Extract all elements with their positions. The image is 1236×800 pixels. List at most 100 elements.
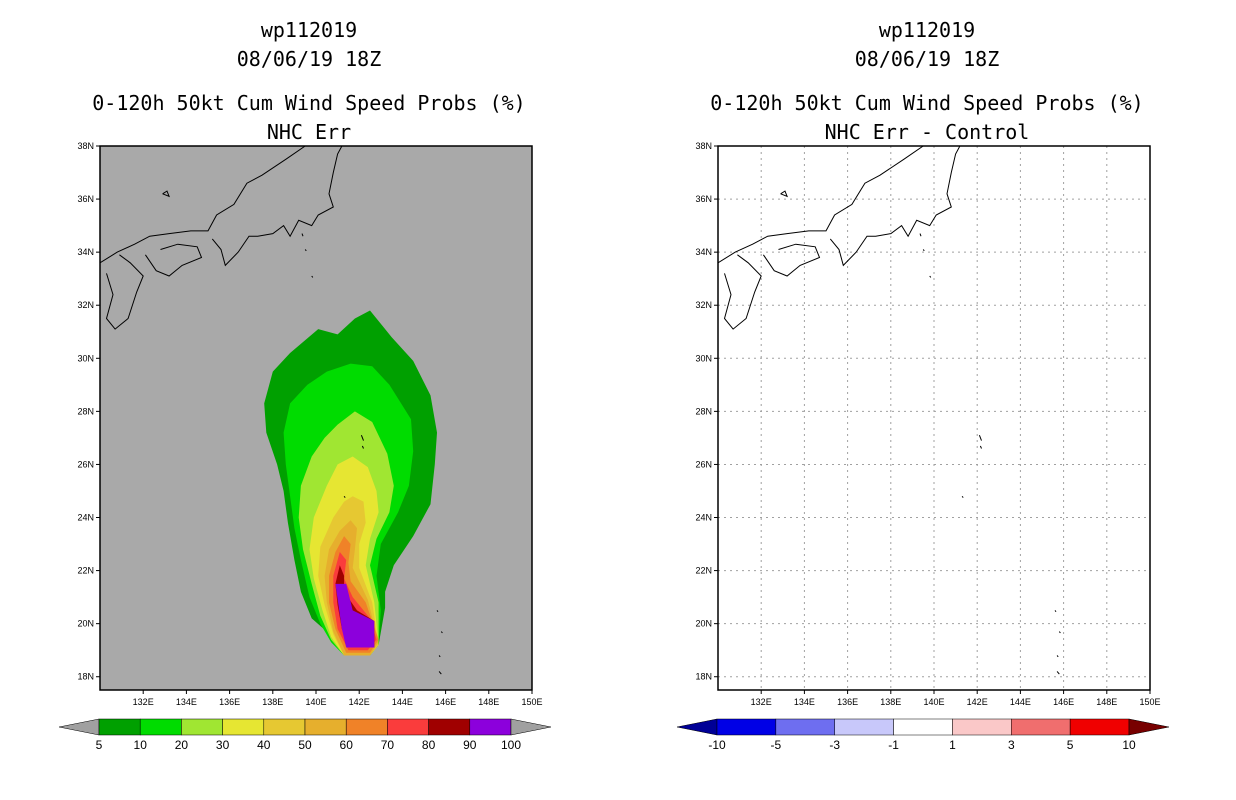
coastline [723, 254, 762, 330]
colorbar-extend-low [676, 718, 718, 736]
colorbar-label: 1 [949, 738, 956, 752]
colorbar-label: 80 [422, 738, 436, 752]
x-tick-label: 132E [133, 697, 154, 707]
coastline [780, 190, 788, 198]
coastline [436, 610, 439, 613]
coastline [922, 249, 925, 252]
y-tick-label: 20N [695, 619, 712, 629]
x-tick-label: 142E [967, 697, 988, 707]
colorbar-swatch [469, 718, 512, 736]
right-product-title: 0-120h 50kt Cum Wind Speed Probs (%) [710, 91, 1144, 115]
coastline [361, 445, 364, 449]
colorbar-label: 70 [381, 738, 395, 752]
colorbar-swatch [98, 718, 141, 736]
coastline [162, 190, 170, 198]
colorbar-label: -1 [888, 738, 899, 752]
colorbar-label: 90 [463, 738, 477, 752]
y-tick-label: 26N [77, 459, 94, 469]
x-tick-label: 136E [837, 697, 858, 707]
colorbar-swatch [716, 718, 777, 736]
coastline [1054, 610, 1057, 613]
colorbar-label: 10 [134, 738, 148, 752]
colorbar-label: 40 [257, 738, 271, 752]
coastline [829, 146, 961, 267]
colorbar-extend-high [1128, 718, 1170, 736]
coastline [360, 435, 364, 441]
left-colorbar: 5 10 20 30 40 50 60 70 80 90 100 [58, 718, 552, 752]
colorbar-swatch [893, 718, 953, 736]
coastline [301, 233, 304, 237]
colorbar-swatch [834, 718, 894, 736]
coastline [919, 233, 922, 237]
x-tick-label: 138E [262, 697, 283, 707]
y-tick-label: 28N [695, 406, 712, 416]
y-tick-label: 26N [695, 459, 712, 469]
contour-level-90 [335, 583, 375, 648]
colorbar-swatch [428, 718, 471, 736]
x-tick-label: 136E [219, 697, 240, 707]
x-tick-label: 150E [521, 697, 542, 707]
x-tick-label: 144E [1010, 697, 1031, 707]
coastline [979, 445, 982, 449]
y-tick-label: 38N [77, 141, 94, 151]
colorbar-swatch [1069, 718, 1130, 736]
coastline [440, 631, 443, 634]
x-tick-label: 148E [478, 697, 499, 707]
y-tick-label: 20N [77, 619, 94, 629]
colorbar-label: 5 [1067, 738, 1074, 752]
y-tick-label: 34N [77, 247, 94, 257]
colorbar-label: 20 [175, 738, 189, 752]
colorbar-swatch [139, 718, 182, 736]
colorbar-swatch [181, 718, 223, 736]
coastline [1056, 655, 1059, 658]
left-storm-id: wp112019 [260, 18, 358, 42]
y-tick-label: 22N [77, 566, 94, 576]
left-subtitle: NHC Err [266, 120, 352, 144]
colorbar-label: 50 [298, 738, 312, 752]
colorbar-label: 30 [216, 738, 230, 752]
coastline [311, 275, 314, 278]
right-colorbar: -10 -5 -3 -1 1 3 5 10 [676, 718, 1170, 752]
colorbar-swatch [345, 718, 388, 736]
coastline [105, 254, 144, 330]
colorbar-label: 60 [340, 738, 354, 752]
coastline [144, 243, 203, 277]
colorbar-label: 10 [1122, 738, 1136, 752]
colorbar-extend-high [510, 718, 552, 736]
x-tick-label: 142E [349, 697, 370, 707]
y-tick-label: 30N [77, 353, 94, 363]
right-subtitle: NHC Err - Control [824, 120, 1030, 144]
x-tick-label: 148E [1096, 697, 1117, 707]
left-product-title: 0-120h 50kt Cum Wind Speed Probs (%) [92, 91, 526, 115]
y-tick-label: 36N [77, 194, 94, 204]
coastline [100, 146, 306, 264]
y-tick-label: 28N [77, 406, 94, 416]
right-datetime: 08/06/19 18Z [854, 47, 1000, 71]
y-tick-label: 38N [695, 141, 712, 151]
x-tick-label: 146E [1053, 697, 1074, 707]
colorbar-label: -3 [829, 738, 840, 752]
y-tick-label: 34N [695, 247, 712, 257]
x-tick-label: 146E [435, 697, 456, 707]
map-contents [718, 146, 1150, 690]
colorbar-swatch [387, 718, 429, 736]
coastline [211, 146, 343, 267]
left-datetime: 08/06/19 18Z [236, 47, 382, 71]
right-panel: wp112019 08/06/19 18Z 0-120h 50kt Cum Wi… [618, 0, 1236, 800]
y-tick-label: 36N [695, 194, 712, 204]
left-probability-map: 132E 134E 136E 138E 140E 142E 144E 146E 148E 150E… [77, 141, 542, 707]
coastline [929, 275, 932, 278]
right-difference-map: 132E 134E 136E 138E 140E 142E 144E 146E 148E 150E… [695, 141, 1160, 707]
colorbar-label: 3 [1008, 738, 1015, 752]
coastline [304, 249, 307, 252]
x-tick-label: 132E [751, 697, 772, 707]
coastline [978, 435, 982, 441]
colorbar-label: -5 [771, 738, 782, 752]
y-tick-label: 30N [695, 353, 712, 363]
left-panel: wp112019 08/06/19 18Z 0-120h 50kt Cum Wi… [58, 18, 552, 752]
colorbar-swatch [1011, 718, 1071, 736]
y-tick-label: 32N [77, 300, 94, 310]
x-tick-label: 138E [880, 697, 901, 707]
colorbar-label: 5 [96, 738, 103, 752]
colorbar-extend-low [58, 718, 100, 736]
